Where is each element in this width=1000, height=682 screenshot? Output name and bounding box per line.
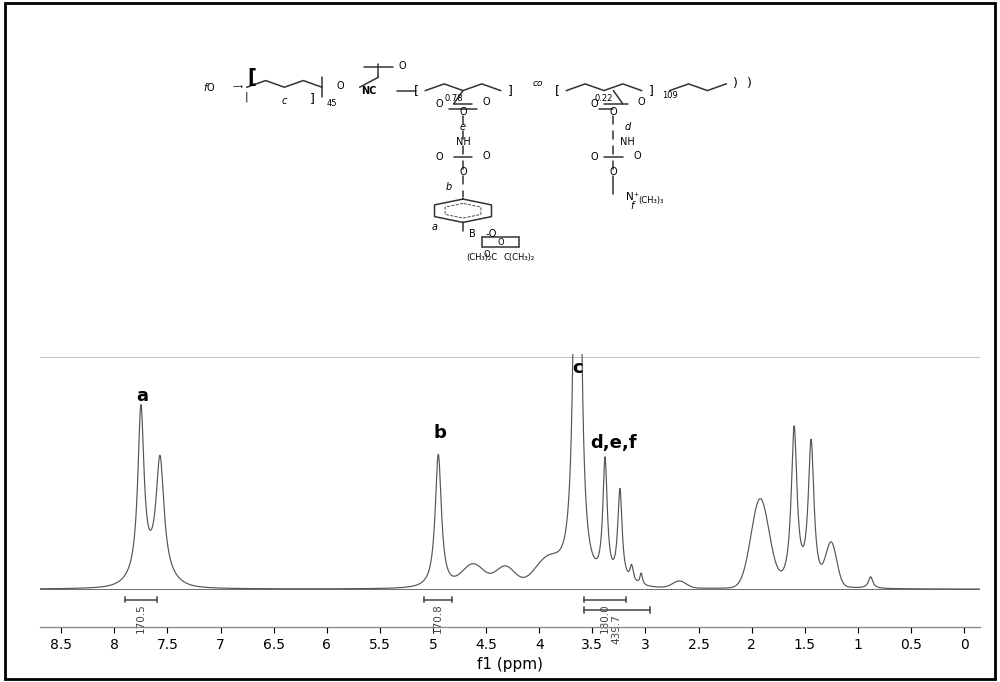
- Text: O: O: [483, 151, 490, 161]
- Text: NC: NC: [361, 85, 377, 95]
- Text: ): ): [747, 77, 752, 91]
- Text: c: c: [282, 95, 287, 106]
- Text: 439.7: 439.7: [612, 614, 622, 644]
- Text: 45: 45: [326, 100, 337, 108]
- Text: ]: ]: [649, 84, 653, 97]
- Text: 0.78: 0.78: [444, 94, 463, 104]
- Text: O: O: [436, 152, 443, 162]
- Text: ]: ]: [508, 84, 512, 97]
- Text: O: O: [436, 99, 443, 109]
- Text: d,e,f: d,e,f: [590, 434, 637, 451]
- Text: 109: 109: [662, 91, 678, 100]
- Text: ]: ]: [310, 93, 315, 106]
- Text: B: B: [469, 229, 476, 239]
- Text: [: [: [414, 84, 418, 97]
- Text: O: O: [398, 61, 406, 70]
- Text: NH: NH: [620, 137, 635, 147]
- Text: b: b: [446, 182, 452, 192]
- Text: NH: NH: [456, 137, 470, 147]
- Text: O: O: [610, 167, 617, 177]
- Text: N⁺: N⁺: [626, 192, 639, 203]
- Text: 180.0: 180.0: [600, 604, 610, 633]
- Text: 0.22: 0.22: [595, 94, 613, 104]
- Text: [: [: [554, 84, 560, 97]
- Text: O: O: [483, 98, 490, 107]
- Text: -O: -O: [486, 229, 497, 239]
- Text: c: c: [572, 359, 583, 377]
- X-axis label: f1 (ppm): f1 (ppm): [477, 657, 543, 672]
- Text: a: a: [136, 387, 148, 405]
- Text: (CH₃)₂C: (CH₃)₂C: [466, 253, 497, 262]
- Text: (CH₃)₃: (CH₃)₃: [638, 196, 664, 205]
- Text: O: O: [633, 151, 641, 161]
- Text: 170.8: 170.8: [433, 604, 443, 634]
- Text: O: O: [638, 98, 645, 107]
- Text: d: d: [624, 122, 631, 132]
- Text: co: co: [533, 79, 543, 89]
- Text: |: |: [245, 92, 249, 102]
- Text: O: O: [483, 250, 490, 258]
- Text: O: O: [459, 107, 467, 117]
- Text: O: O: [497, 238, 504, 247]
- Text: f: f: [631, 201, 634, 211]
- Text: O: O: [610, 107, 617, 117]
- Text: b: b: [434, 424, 447, 442]
- Text: a: a: [432, 222, 438, 233]
- Text: C(CH₃)₂: C(CH₃)₂: [504, 253, 535, 262]
- Text: e: e: [460, 122, 466, 132]
- Text: O: O: [591, 99, 598, 109]
- Text: $\it{f}$O: $\it{f}$O: [203, 81, 215, 93]
- Text: 170.5: 170.5: [136, 604, 146, 634]
- Text: [: [: [247, 68, 256, 87]
- Text: O: O: [337, 80, 345, 91]
- Text: O: O: [591, 152, 598, 162]
- Text: ): ): [733, 77, 738, 91]
- Text: O: O: [459, 167, 467, 177]
- Text: $\longrightarrow$: $\longrightarrow$: [231, 84, 244, 91]
